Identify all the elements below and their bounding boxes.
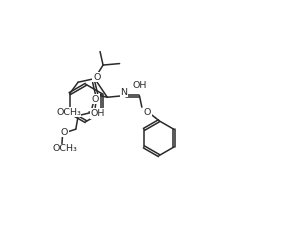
Text: OH: OH <box>91 109 105 118</box>
Text: O: O <box>93 73 100 81</box>
Text: OCH₃: OCH₃ <box>53 145 78 153</box>
Text: O: O <box>92 95 99 104</box>
Text: O: O <box>61 128 68 137</box>
Text: OCH₃: OCH₃ <box>56 108 81 117</box>
Text: O: O <box>143 108 151 117</box>
Text: N: N <box>121 88 128 97</box>
Text: OH: OH <box>132 81 147 90</box>
